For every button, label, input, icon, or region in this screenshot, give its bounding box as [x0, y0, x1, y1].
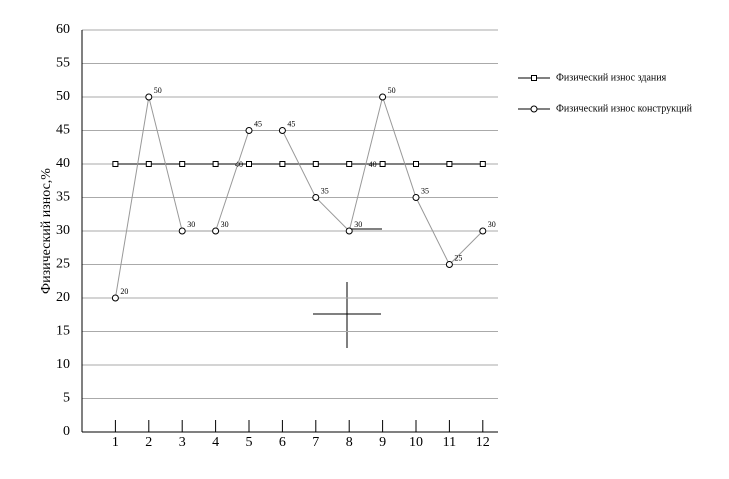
x-tick-label: 7	[312, 435, 319, 450]
marker	[346, 161, 353, 167]
y-tick-label: 55	[56, 56, 70, 71]
marker	[379, 161, 386, 167]
y-tick-label: 30	[56, 223, 70, 238]
x-tick-label: 6	[279, 435, 286, 450]
marker	[445, 261, 453, 268]
y-tick-label: 45	[56, 123, 70, 138]
legend-label: Физический износ конструкций	[556, 103, 693, 114]
x-tick-label: 1	[112, 435, 119, 450]
x-tick-label: 3	[179, 435, 186, 450]
x-tick-label: 5	[246, 435, 253, 450]
data-label: 40	[235, 160, 243, 169]
data-label: 45	[254, 119, 262, 128]
y-tick-label: 60	[56, 22, 70, 37]
marker	[312, 194, 320, 201]
legend-marker	[530, 105, 538, 113]
data-label: 30	[187, 220, 195, 229]
data-label: 35	[321, 186, 329, 195]
data-label: 30	[221, 220, 229, 229]
x-tick-label: 9	[379, 435, 386, 450]
x-tick-label: 4	[212, 435, 219, 450]
marker	[379, 93, 387, 101]
data-label: 30	[488, 220, 496, 229]
data-label: 40	[369, 160, 377, 169]
y-tick-label: 25	[56, 257, 70, 272]
y-axis-title: Физический износ,%	[39, 168, 54, 294]
y-tick-label: 10	[56, 357, 70, 372]
marker	[178, 227, 186, 235]
y-tick-label: 50	[56, 89, 70, 104]
data-label: 45	[287, 119, 295, 128]
marker	[279, 161, 286, 167]
marker	[112, 161, 119, 167]
data-label: 50	[154, 86, 162, 95]
data-label: 50	[388, 86, 396, 95]
x-tick-label: 10	[409, 435, 423, 450]
marker	[145, 161, 152, 167]
y-tick-label: 35	[56, 190, 70, 205]
marker	[246, 161, 252, 167]
x-tick-label: 11	[443, 435, 456, 450]
marker	[479, 227, 487, 235]
x-tick-label: 2	[145, 435, 152, 450]
marker	[345, 227, 353, 235]
data-label: 35	[421, 186, 429, 195]
marker	[412, 194, 420, 201]
x-tick-label: 8	[346, 435, 353, 450]
data-label: 20	[120, 287, 128, 296]
data-label: 30	[354, 220, 362, 229]
series-line	[114, 95, 484, 299]
marker	[179, 161, 186, 167]
marker	[145, 93, 153, 101]
y-tick-label: 0	[63, 424, 70, 439]
legend-marker	[531, 75, 537, 81]
marker	[413, 161, 419, 167]
marker	[245, 127, 253, 134]
y-tick-label: 15	[56, 324, 70, 339]
y-tick-label: 40	[56, 156, 70, 171]
y-tick-label: 20	[56, 290, 70, 305]
data-label: 25	[454, 253, 462, 262]
marker	[479, 161, 486, 167]
marker	[278, 127, 286, 134]
marker	[446, 161, 453, 167]
x-tick-label: 12	[476, 435, 490, 450]
marker	[212, 161, 219, 167]
y-tick-label: 5	[63, 391, 70, 406]
marker	[212, 227, 220, 235]
marker	[111, 294, 119, 302]
marker	[312, 161, 319, 167]
legend-label: Физический износ здания	[556, 72, 667, 83]
